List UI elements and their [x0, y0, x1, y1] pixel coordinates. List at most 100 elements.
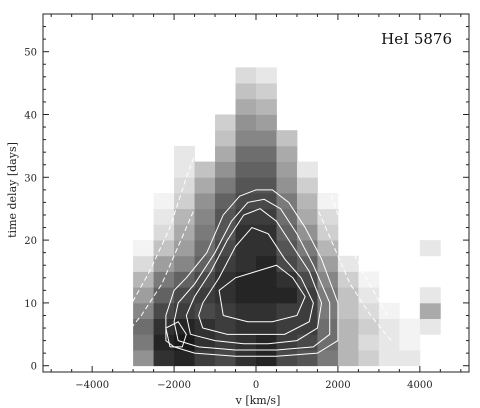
heatmap-cell [317, 255, 339, 272]
heatmap-cell [235, 350, 257, 367]
heatmap-cell [235, 67, 257, 84]
y-tick-label: 30 [24, 173, 37, 184]
heatmap-cell [153, 334, 175, 351]
heatmap-cell [276, 130, 298, 147]
heatmap-cell [256, 287, 277, 304]
y-tick-label: 20 [24, 236, 37, 247]
heatmap-cell [235, 318, 257, 335]
heatmap-cell [235, 98, 257, 115]
heatmap-cell [256, 130, 277, 147]
heatmap-cell [133, 240, 154, 257]
envelope-curve [316, 208, 392, 341]
contour-line [165, 189, 339, 357]
heatmap-cell [296, 161, 318, 178]
heatmap-cell [296, 193, 318, 210]
heatmap-cell [194, 318, 216, 335]
heatmap-cell [256, 161, 277, 178]
heatmap-cell [174, 350, 195, 367]
heatmap-cell [399, 318, 421, 335]
heatmap-cell [174, 224, 195, 241]
heatmap-cell [419, 287, 441, 304]
heatmap-cell [194, 224, 216, 241]
x-tick-label: −2000 [157, 380, 191, 391]
heatmap-cell [317, 350, 339, 367]
axis-ticks [43, 14, 469, 372]
heatmap-cell [296, 271, 318, 288]
heatmap-cell [337, 318, 359, 335]
heatmap-cell [256, 98, 277, 115]
heatmap-cell [194, 177, 216, 194]
heatmap-cell [276, 240, 298, 257]
heatmap-cell [235, 224, 257, 241]
heatmap-cell [215, 334, 236, 351]
heatmap-cell [317, 224, 339, 241]
heatmap-cell [133, 334, 154, 351]
heatmap-cell [337, 350, 359, 367]
heatmap-cell [317, 318, 339, 335]
heatmap-cell [256, 318, 277, 335]
heatmap-cell [419, 240, 441, 257]
heatmap-cell [235, 130, 257, 147]
contour-line [218, 264, 306, 323]
heatmap-cell [378, 302, 400, 320]
heatmap-cell [378, 334, 400, 351]
heatmap-cell [337, 287, 359, 304]
heatmap-cell [358, 302, 380, 320]
heatmap-cell [378, 318, 400, 335]
heatmap-cell [256, 240, 277, 257]
heatmap-cell [358, 350, 380, 367]
heatmap-cell [133, 302, 154, 320]
heatmap-cell [358, 334, 380, 351]
heatmap-cell [194, 208, 216, 225]
heatmap-cell [215, 287, 236, 304]
y-tick-label: 0 [31, 362, 37, 373]
heatmap-cell [235, 208, 257, 225]
heatmap-cell [296, 302, 318, 320]
heatmap-cell [153, 287, 175, 304]
heatmap-cell [235, 193, 257, 210]
heatmap-cell [235, 177, 257, 194]
heatmap-cell [215, 302, 236, 320]
heatmap-cell [215, 318, 236, 335]
heatmap-cell [194, 287, 216, 304]
heatmap-cell [317, 240, 339, 257]
heatmap-cell [153, 255, 175, 272]
envelope-curve [120, 208, 196, 341]
heatmap-cell [153, 224, 175, 241]
heatmap-cell [296, 208, 318, 225]
heatmap-cell [215, 240, 236, 257]
y-tick-labels: 0 10 20 30 40 50 [24, 48, 37, 373]
y-tick-label: 50 [24, 48, 37, 59]
heatmap-cell [215, 255, 236, 272]
heatmap-cell [358, 271, 380, 288]
heatmap-cell [215, 145, 236, 162]
heatmap-cell [256, 350, 277, 367]
heatmap-cell [399, 334, 421, 351]
heatmap-cell [337, 255, 359, 272]
contour-line [198, 226, 314, 335]
heatmap-cell [235, 302, 257, 320]
x-axis-title: v [km/s] [235, 394, 281, 407]
heatmap-cell [215, 350, 236, 367]
heatmap-cell [296, 350, 318, 367]
heatmap-cell [215, 161, 236, 178]
heatmap-cell [235, 114, 257, 131]
heatmap-cell [153, 318, 175, 335]
x-tick-labels: −4000 −2000 0 2000 4000 [75, 380, 432, 391]
contour-line [173, 198, 331, 351]
heatmap-cell [256, 208, 277, 225]
heatmap-cell [256, 67, 277, 84]
contour-line [165, 321, 187, 348]
heatmap-cell [256, 114, 277, 131]
heatmap-cell [133, 271, 154, 288]
heatmap-cell [419, 318, 441, 335]
heatmap-cell [153, 350, 175, 367]
heatmap-cell [256, 224, 277, 241]
heatmap-cell [215, 130, 236, 147]
x-tick-label: 4000 [407, 380, 432, 391]
x-tick-label: 2000 [325, 380, 350, 391]
heatmap-cell [256, 334, 277, 351]
heatmap-cell [235, 255, 257, 272]
x-tick-label: 0 [253, 380, 259, 391]
